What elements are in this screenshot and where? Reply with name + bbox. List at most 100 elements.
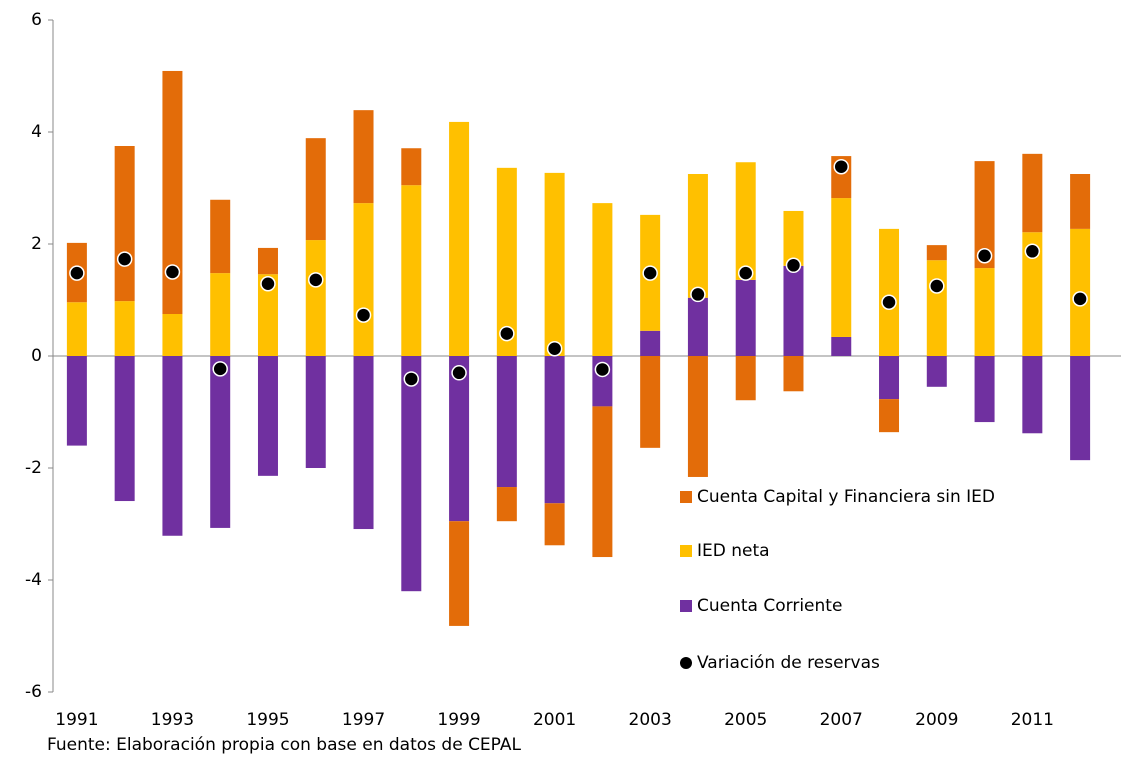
bar — [879, 356, 900, 400]
bar — [783, 356, 804, 392]
x-tick-label: 2007 — [820, 710, 863, 730]
point — [881, 294, 897, 310]
bar — [401, 356, 422, 592]
point — [1072, 291, 1088, 307]
bar — [735, 356, 756, 401]
bar — [401, 185, 422, 356]
bar — [544, 503, 565, 546]
bar — [831, 336, 852, 356]
bar — [926, 245, 947, 261]
x-tick-label: 1997 — [342, 710, 385, 730]
x-tick-label: 1995 — [246, 710, 289, 730]
bar — [783, 210, 804, 266]
bar — [879, 399, 900, 433]
bar — [162, 314, 183, 356]
bar — [544, 172, 565, 356]
bar — [449, 121, 470, 356]
bar — [162, 70, 183, 315]
point — [212, 361, 228, 377]
bar — [879, 228, 900, 356]
legend-marker — [680, 545, 692, 557]
point — [499, 325, 515, 342]
x-tick-label: 2011 — [1011, 710, 1054, 730]
bar — [401, 148, 422, 186]
bar — [210, 199, 231, 274]
bar — [496, 356, 517, 488]
legend-marker — [680, 600, 692, 612]
bar — [305, 240, 326, 356]
bar — [305, 356, 326, 468]
point — [116, 251, 133, 267]
bar — [496, 487, 517, 522]
point — [785, 257, 802, 274]
bar — [831, 198, 852, 337]
point — [976, 248, 993, 264]
x-tick-label: 2009 — [915, 710, 958, 730]
point — [308, 272, 324, 288]
bar — [257, 247, 278, 275]
y-tick-label: -2 — [25, 458, 42, 478]
bar — [926, 260, 947, 356]
bar — [66, 356, 87, 446]
bar — [974, 268, 995, 356]
legend-marker — [680, 657, 692, 669]
bar — [66, 302, 87, 356]
y-tick-label: 6 — [31, 10, 42, 30]
bar — [592, 203, 613, 356]
source-note: Fuente: Elaboración propia con base en d… — [47, 735, 521, 755]
point — [355, 307, 372, 323]
bar — [974, 356, 995, 423]
bar — [114, 356, 135, 502]
legend-label: Cuenta Capital y Financiera sin IED — [697, 487, 995, 507]
bar — [449, 356, 470, 522]
bar — [735, 279, 756, 356]
point — [69, 265, 85, 281]
bar — [353, 356, 374, 530]
point — [642, 265, 658, 281]
bar — [926, 356, 947, 387]
bar — [640, 330, 661, 356]
bar — [1022, 153, 1043, 233]
legend-label: Cuenta Corriente — [697, 596, 842, 616]
bar — [687, 297, 708, 356]
y-tick-label: 4 — [31, 122, 42, 142]
point — [929, 278, 945, 294]
bar — [257, 356, 278, 476]
bar — [210, 273, 231, 356]
point — [403, 371, 420, 387]
x-tick-label: 1999 — [437, 710, 480, 730]
point — [451, 365, 467, 381]
bar — [353, 110, 374, 204]
point — [260, 276, 276, 292]
x-tick-label: 2003 — [629, 710, 672, 730]
bar — [496, 167, 517, 356]
bar — [687, 174, 708, 298]
bar — [640, 356, 661, 448]
point — [164, 264, 181, 280]
x-tick-label: 1993 — [151, 710, 194, 730]
legend-marker — [680, 491, 692, 503]
bar — [114, 146, 135, 302]
bar — [257, 274, 278, 356]
legend-label: IED neta — [697, 541, 770, 561]
bar — [687, 356, 708, 477]
bar — [305, 138, 326, 241]
bar — [1070, 174, 1091, 229]
y-tick-label: 2 — [31, 234, 42, 254]
point — [690, 286, 706, 303]
point — [737, 265, 754, 281]
bar — [783, 265, 804, 356]
y-tick-label: -4 — [25, 570, 42, 590]
x-tick-label: 2005 — [724, 710, 767, 730]
bar — [1022, 232, 1043, 356]
point — [594, 361, 611, 378]
bar — [974, 161, 995, 269]
bar — [592, 406, 613, 558]
y-tick-label: -6 — [25, 682, 42, 702]
point — [1024, 243, 1041, 260]
y-tick-label: 0 — [31, 346, 42, 366]
bar — [114, 301, 135, 356]
bar — [353, 203, 374, 356]
